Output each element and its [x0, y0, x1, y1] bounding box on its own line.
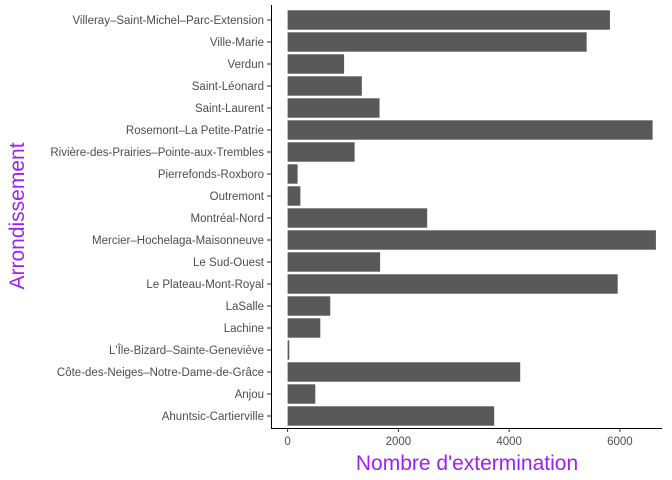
x-tick-label-3: 6000 [607, 436, 633, 448]
bar-11 [287, 252, 381, 272]
bar-13 [287, 296, 331, 316]
y-tick-label-8: Outremont [210, 191, 265, 203]
y-tick-label-11: Le Sud-Ouest [193, 257, 265, 269]
y-axis-title: Arrondissement [6, 142, 29, 289]
bar-16 [287, 362, 521, 382]
y-tick-label-18: Ahuntsic-Cartierville [162, 411, 264, 423]
bar-2 [287, 54, 345, 74]
bar-0 [287, 10, 610, 30]
y-axis-labels: Villeray–Saint-Michel–Parc-Extension Vill… [50, 15, 271, 423]
y-tick-label-5: Rosemont–La Petite-Patrie [126, 125, 264, 137]
y-tick-label-10: Mercier–Hochelaga-Maisonneuve [92, 235, 264, 247]
bar-7 [287, 164, 298, 184]
bar-6 [287, 142, 355, 162]
y-tick-label-12: Le Plateau-Mont-Royal [146, 279, 264, 291]
bar-12 [287, 274, 618, 294]
y-tick-label-9: Montréal-Nord [191, 213, 265, 225]
y-tick-label-2: Verdun [228, 59, 264, 71]
bar-15 [287, 340, 290, 360]
y-tick-label-4: Saint-Laurent [195, 103, 265, 115]
y-tick-label-15: L'Île-Bizard–Sainte-Geneviève [109, 344, 264, 357]
x-axis-title: Nombre d'extermination [356, 452, 578, 475]
bar-4 [287, 98, 380, 118]
bar-8 [287, 186, 301, 206]
x-axis: 0 2000 4000 6000 [284, 428, 633, 448]
x-tick-label-2: 4000 [496, 436, 522, 448]
bar-1 [287, 32, 587, 52]
bar-9 [287, 208, 428, 228]
y-tick-label-6: Rivière-des-Prairies–Pointe-aux-Trembles [50, 147, 264, 159]
bar-10 [287, 230, 656, 250]
bar-18 [287, 406, 495, 426]
x-tick-label-1: 2000 [386, 436, 412, 448]
bars-layer [287, 10, 656, 426]
y-tick-label-1: Ville-Marie [210, 37, 264, 49]
y-tick-label-17: Anjou [235, 389, 264, 401]
y-tick-label-7: Pierrefonds-Roxboro [158, 169, 264, 181]
y-tick-label-13: LaSalle [226, 301, 264, 313]
bar-3 [287, 76, 362, 96]
y-tick-label-0: Villeray–Saint-Michel–Parc-Extension [72, 15, 264, 27]
x-tick-label-0: 0 [284, 436, 290, 448]
bar-14 [287, 318, 321, 338]
bar-17 [287, 384, 316, 404]
y-tick-label-3: Saint-Léonard [192, 81, 264, 93]
bar-5 [287, 120, 653, 140]
y-tick-label-16: Côte-des-Neiges–Notre-Dame-de-Grâce [57, 367, 264, 379]
y-tick-label-14: Lachine [224, 323, 264, 335]
